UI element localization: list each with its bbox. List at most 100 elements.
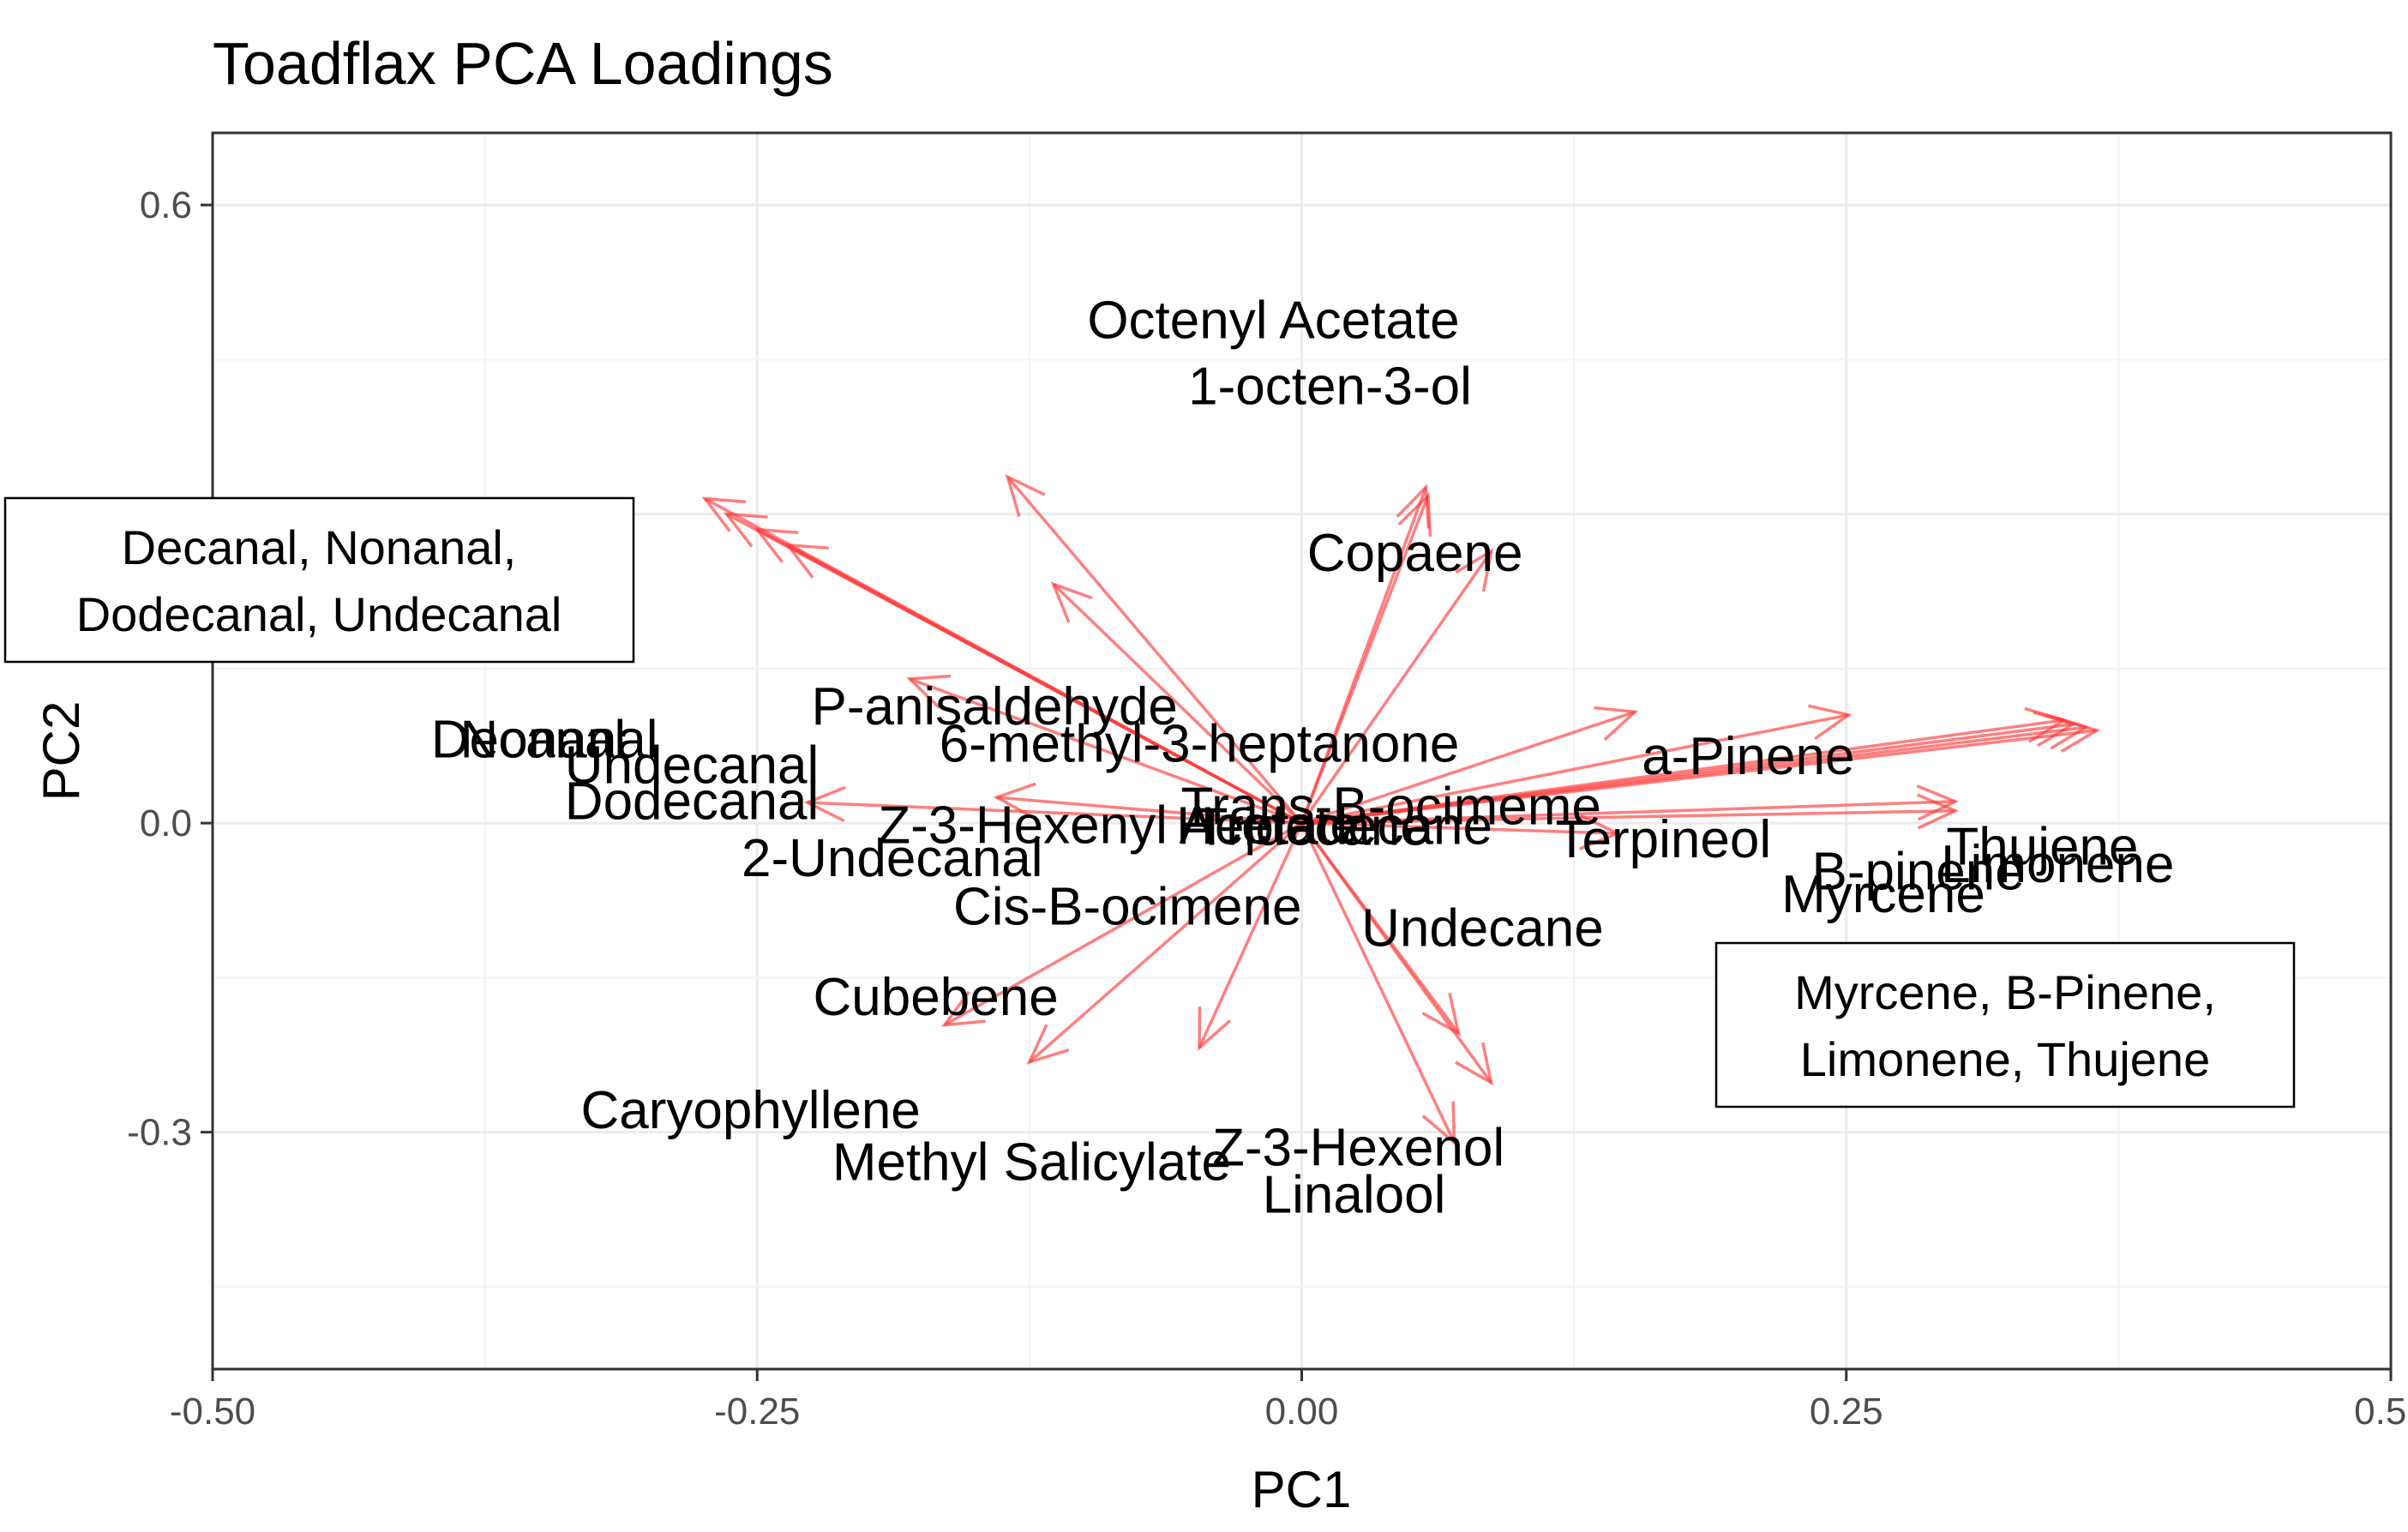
- arrow-shaft: [1006, 476, 1303, 825]
- loading-arrow: [993, 782, 1302, 825]
- annotation-box-left: Decanal, Nonanal, Dodecanal, Undecanal: [3, 496, 635, 664]
- variable-labels: Octenyl Acetate 1-octen-3-ol Copaene P-anis…: [431, 291, 2175, 1225]
- arrow-head: [993, 782, 1036, 819]
- variable-label: Caryophyllene: [580, 1081, 920, 1140]
- variable-label: 6-methyl-3-heptanone: [940, 714, 1460, 773]
- annotation-right-line-2: Limonene, Thujene: [1800, 1032, 2210, 1086]
- variable-label: Z-3-Hexenol: [1212, 1118, 1504, 1177]
- arrow-head: [754, 527, 799, 563]
- arrow-shaft: [1052, 583, 1303, 825]
- arrow-shaft: [1300, 550, 1493, 825]
- arrow-shaft: [1301, 800, 1955, 825]
- y-tick-label: 0.6: [140, 184, 192, 226]
- variable-label: Nonanal: [460, 711, 658, 770]
- arrow-head: [1916, 793, 1960, 830]
- arrow-shaft: [1300, 822, 1492, 1084]
- x-axis-ticks: -0.50 -0.25 0.00 0.25 0.50: [170, 1369, 2408, 1433]
- arrow-head: [803, 785, 846, 823]
- y-axis-ticks: -0.3 0.0 0.6: [127, 184, 213, 1154]
- loading-arrow: [1301, 784, 1960, 825]
- variable-label: Terpineol: [1556, 810, 1772, 869]
- arrow-head: [906, 674, 952, 709]
- loading-arrows: [701, 474, 2101, 1146]
- arrow-head: [1050, 581, 1093, 623]
- loading-arrow: [941, 821, 1303, 1027]
- variable-label: Cubebene: [814, 968, 1059, 1027]
- loading-arrow: [803, 785, 1302, 825]
- variable-label: Cis-B-ocimene: [953, 877, 1302, 936]
- loading-arrow: [1026, 821, 1303, 1065]
- arrow-shaft: [1301, 713, 1849, 825]
- y-tick-label: -0.3: [127, 1112, 192, 1154]
- arrow-head: [701, 496, 747, 532]
- arrow-head: [1808, 704, 1853, 741]
- variable-label: 2-Undecanal: [742, 829, 1043, 888]
- variable-label: Decanal: [431, 711, 626, 770]
- arrow-shaft: [1300, 495, 1430, 824]
- annotation-box-right: Myrcene, B-Pinene, Limonene, Thujene: [1714, 941, 2296, 1108]
- arrow-head: [1421, 993, 1462, 1036]
- loading-arrow: [1301, 814, 1622, 850]
- arrow-shaft: [996, 796, 1302, 825]
- arrow-shaft: [1300, 710, 1636, 825]
- arrow-head: [941, 990, 986, 1027]
- arrow-head: [1916, 784, 1960, 821]
- x-tick-label: -0.50: [170, 1391, 255, 1433]
- arrow-shaft: [943, 821, 1303, 1027]
- variable-label: Heptadecane: [1176, 797, 1492, 856]
- arrow-head: [1421, 1101, 1456, 1146]
- x-axis-title: PC1: [1252, 1461, 1352, 1518]
- loading-arrow: [1005, 474, 1303, 825]
- loading-arrow: [1300, 822, 1494, 1086]
- annotation-left-line-1: Decanal, Nonanal,: [122, 520, 517, 574]
- arrow-head: [1455, 548, 1494, 592]
- variable-label: a-Pinene: [1642, 727, 1854, 786]
- arrow-head: [1578, 814, 1622, 850]
- loading-arrow: [1301, 793, 1960, 830]
- chart-title: Toadflax PCA Loadings: [213, 30, 833, 97]
- arrow-shaft: [1301, 808, 1955, 825]
- arrow-shaft: [1028, 821, 1303, 1064]
- arrow-head: [784, 543, 829, 579]
- arrow-shaft: [1301, 729, 2098, 825]
- arrow-head: [1026, 1024, 1070, 1065]
- loading-arrow: [1300, 491, 1432, 824]
- arrow-shaft: [909, 677, 1303, 825]
- arrow-shaft: [1301, 821, 1618, 835]
- arrow-head: [2057, 716, 2101, 753]
- variable-label: Trans-B-ocimeme: [1181, 778, 1601, 837]
- arrow-head: [1455, 1042, 1494, 1086]
- loading-arrow: [1300, 706, 1639, 825]
- loading-arrow: [906, 674, 1303, 825]
- loading-arrow: [784, 543, 1303, 825]
- variable-label: Copaene: [1307, 524, 1523, 583]
- x-tick-label: 0.25: [1810, 1391, 1883, 1433]
- variable-label: Linalool: [1263, 1166, 1446, 1225]
- variable-label: Undecane: [1361, 898, 1604, 958]
- y-axis-title: PC2: [33, 701, 90, 802]
- variable-label: Limonene: [1941, 835, 2174, 894]
- loading-arrow: [1050, 581, 1303, 825]
- loading-arrow: [1301, 704, 1853, 825]
- loading-arrow: [1301, 716, 2101, 825]
- variable-label: Tridecane: [1196, 798, 1430, 857]
- arrow-shaft: [786, 544, 1303, 825]
- loading-arrow: [1300, 548, 1494, 825]
- arrow-shaft: [1198, 822, 1304, 1048]
- variable-label: P-anisaldehyde: [812, 677, 1178, 736]
- arrow-head: [1005, 474, 1046, 517]
- annotation-right-line-1: Myrcene, B-Pinene,: [1794, 965, 2216, 1019]
- arrow-shaft: [1300, 822, 1456, 1144]
- variable-label: Myrcene: [1781, 865, 1985, 924]
- loading-arrow: [1300, 822, 1456, 1146]
- variable-label: Thujene: [1946, 818, 2138, 877]
- variable-label: Undecanal: [565, 736, 819, 796]
- arrow-head: [1198, 1006, 1232, 1051]
- variable-label: Methyl Salicylate: [832, 1132, 1231, 1192]
- arrow-head: [1594, 706, 1639, 742]
- variable-label: Dodecanal: [565, 772, 819, 832]
- variable-label: Z-3-Hexenyl Acetate: [878, 796, 1360, 855]
- x-tick-label: -0.25: [714, 1391, 800, 1433]
- loading-arrow: [1198, 822, 1304, 1051]
